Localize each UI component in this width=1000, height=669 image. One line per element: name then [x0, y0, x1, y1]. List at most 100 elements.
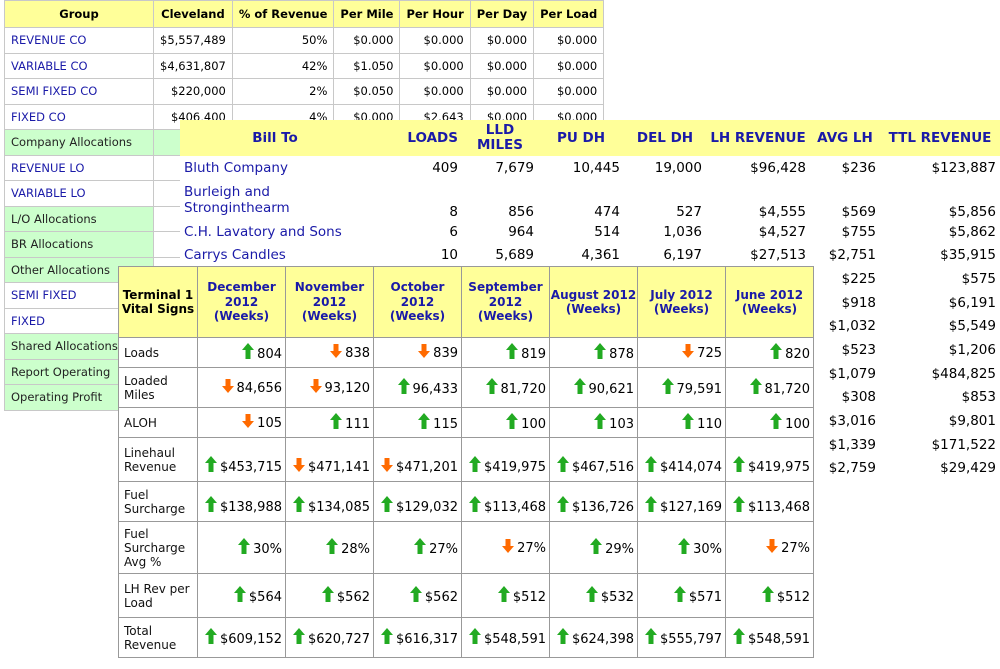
- group-label-variable-lo[interactable]: VARIABLE LO: [4, 180, 154, 207]
- vital-cell: $624,398: [549, 617, 638, 658]
- vital-value: $624,398: [571, 632, 634, 647]
- group-col-per-day[interactable]: Per Day: [469, 0, 535, 28]
- col-october-2012-weeks[interactable]: October 2012 (Weeks): [373, 266, 462, 338]
- group-col-cleveland[interactable]: Cleveland: [153, 0, 233, 28]
- col-july-2012-weeks[interactable]: July 2012 (Weeks): [637, 266, 726, 338]
- bill-to-row: $2,759 $29,429: [180, 457, 1000, 481]
- col-loads[interactable]: LOADS: [370, 120, 462, 156]
- vital-cell: $562: [373, 573, 462, 618]
- group-cell: $0.000: [399, 78, 471, 105]
- group-label-variable-co[interactable]: VARIABLE CO: [4, 52, 154, 79]
- col-november-2012-weeks[interactable]: November 2012 (Weeks): [285, 266, 374, 338]
- vital-value: 110: [697, 417, 722, 432]
- bill-to-row: $1,079 $484,825: [180, 362, 1000, 386]
- col-avg-lh[interactable]: AVG LH: [810, 120, 880, 156]
- vital-value: $419,975: [747, 460, 810, 475]
- vital-value: 79,591: [676, 382, 723, 397]
- vital-cell: $127,169: [637, 481, 726, 522]
- col-pu-dh[interactable]: PU DH: [538, 120, 624, 156]
- vital-row-label: Loads: [118, 337, 198, 368]
- bill-to-loads: 10: [440, 247, 458, 264]
- green-up-arrow-icon: [732, 456, 745, 472]
- group-cell: $0.000: [469, 78, 535, 105]
- col-ttl-revenue[interactable]: TTL REVENUE: [880, 120, 1000, 156]
- group-col-per-mile[interactable]: Per Mile: [333, 0, 401, 28]
- group-col-per-hour[interactable]: Per Hour: [399, 0, 471, 28]
- green-up-arrow-icon: [497, 586, 510, 602]
- vital-value: 100: [521, 417, 546, 432]
- green-up-arrow-icon: [397, 378, 410, 394]
- vital-value: 100: [785, 417, 810, 432]
- col-bill-to[interactable]: Bill To: [180, 120, 370, 156]
- col-september-2012-weeks[interactable]: September 2012 (Weeks): [461, 266, 550, 338]
- bill-to-row: $225 $575: [180, 267, 1000, 291]
- bill-to-pu-dh: 474: [594, 203, 620, 220]
- group-label-revenue-co[interactable]: REVENUE CO: [4, 27, 154, 54]
- bill-to-del-dh: 6,197: [663, 247, 702, 264]
- bill-to-loads: 6: [449, 223, 458, 240]
- vital-value: 838: [345, 346, 370, 361]
- vital-value: $129,032: [395, 500, 458, 515]
- vital-value: 111: [345, 417, 370, 432]
- group-col-group[interactable]: Group: [4, 0, 154, 28]
- green-up-arrow-icon: [292, 628, 305, 644]
- vital-row-fuel-surcharge-avg: Fuel Surcharge Avg % 30% 28% 27% 27% 29% 30% 27…: [118, 521, 814, 574]
- green-up-arrow-icon: [330, 413, 343, 429]
- green-up-arrow-icon: [409, 586, 422, 602]
- vital-cell: $113,468: [461, 481, 550, 522]
- group-col-of-revenue[interactable]: % of Revenue: [231, 0, 335, 28]
- vital-cell: 30%: [197, 521, 286, 574]
- vital-signs-panel: Terminal 1 Vital Signs December 2012 (We…: [118, 266, 814, 658]
- bill-to-name[interactable]: C.H. Lavatory and Sons: [184, 223, 342, 240]
- vital-value: $562: [424, 590, 458, 605]
- vital-cell: $419,975: [461, 437, 550, 482]
- vital-cell: 100: [725, 407, 814, 438]
- vital-value: $113,468: [747, 500, 810, 515]
- bill-to-avg-lh: $236: [841, 159, 876, 176]
- vital-value: $113,468: [483, 500, 546, 515]
- green-up-arrow-icon: [590, 538, 603, 554]
- group-label-revenue-lo[interactable]: REVENUE LO: [4, 154, 154, 181]
- group-col-per-load[interactable]: Per Load: [533, 0, 605, 28]
- vital-value: $548,591: [483, 632, 546, 647]
- vital-value: 103: [609, 417, 634, 432]
- bill-to-name[interactable]: Carrys Candles: [184, 247, 286, 264]
- vital-row-loaded-miles: Loaded Miles 84,656 93,120 96,433 81,720 90,6…: [118, 367, 814, 408]
- col-lh-revenue[interactable]: LH REVENUE: [706, 120, 810, 156]
- bill-to-del-dh: 1,036: [663, 223, 702, 240]
- group-cell: $0.000: [533, 52, 605, 79]
- group-cell: $0.000: [469, 52, 535, 79]
- vital-cell: 90,621: [549, 367, 638, 408]
- col-del-dh[interactable]: DEL DH: [624, 120, 706, 156]
- bill-to-avg-lh: $308: [841, 389, 876, 406]
- bill-to-name[interactable]: Bluth Company: [184, 159, 288, 176]
- group-label-fixed-co[interactable]: FIXED CO: [4, 103, 154, 130]
- vital-cell: 27%: [373, 521, 462, 574]
- col-august-2012-weeks[interactable]: August 2012 (Weeks): [549, 266, 638, 338]
- vital-value: $512: [512, 590, 546, 605]
- vital-cell: $113,468: [725, 481, 814, 522]
- vital-cell: $548,591: [725, 617, 814, 658]
- vital-row-loads: Loads 804 838 839 819 878 725 820: [118, 337, 814, 368]
- green-up-arrow-icon: [233, 586, 246, 602]
- bill-to-loads: 409: [432, 159, 458, 176]
- bill-to-avg-lh: $1,079: [828, 365, 876, 382]
- vital-cell: 839: [373, 337, 462, 368]
- green-up-arrow-icon: [770, 413, 783, 429]
- vital-value: 28%: [341, 542, 370, 557]
- vital-row-label: LH Rev per Load: [118, 573, 198, 618]
- group-label-br-allocations: BR Allocations: [4, 231, 154, 258]
- group-label-company-allocations: Company Allocations: [4, 129, 154, 156]
- col-june-2012-weeks[interactable]: June 2012 (Weeks): [725, 266, 814, 338]
- vital-cell: $571: [637, 573, 726, 618]
- vital-cell: $138,988: [197, 481, 286, 522]
- vital-cell: 27%: [461, 521, 550, 574]
- bill-to-name[interactable]: Burleigh and Stronginthearm: [184, 183, 290, 216]
- green-up-arrow-icon: [644, 628, 657, 644]
- vital-row-label: Fuel Surcharge Avg %: [118, 521, 198, 574]
- bill-to-row: $918 $6,191: [180, 291, 1000, 315]
- vital-value: $138,988: [219, 500, 282, 515]
- group-label-semi-fixed-co[interactable]: SEMI FIXED CO: [4, 78, 154, 105]
- col-lld-miles[interactable]: LLD MILES: [462, 120, 538, 156]
- col-december-2012-weeks[interactable]: December 2012 (Weeks): [197, 266, 286, 338]
